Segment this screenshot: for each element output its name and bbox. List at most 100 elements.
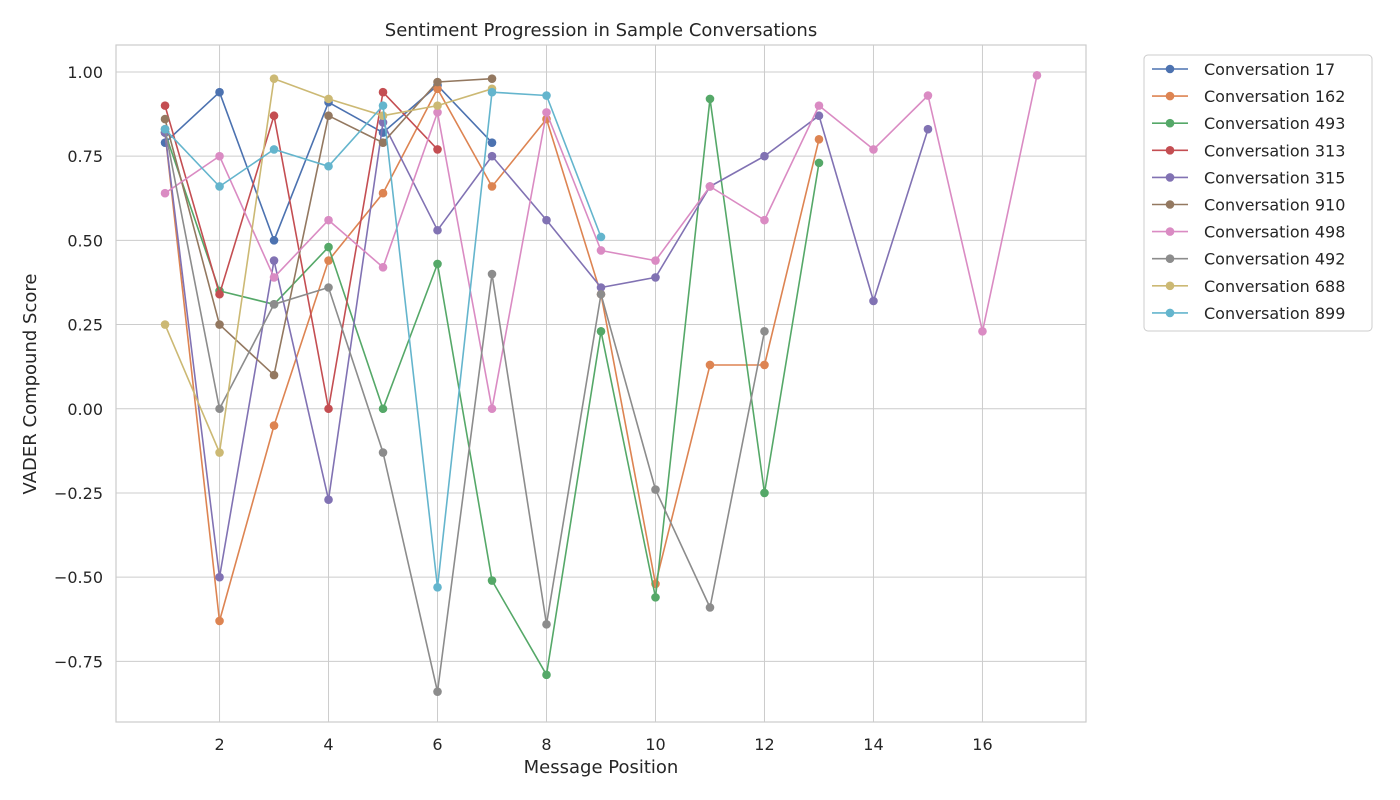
- data-point: [760, 151, 769, 161]
- legend-label: Conversation 17: [1204, 60, 1335, 79]
- series-8: [160, 74, 497, 457]
- series-3: [160, 87, 442, 414]
- data-point: [651, 273, 660, 282]
- legend-marker: [1165, 308, 1175, 318]
- data-point: [433, 77, 442, 87]
- data-point: [378, 188, 388, 198]
- series-line: [164, 129, 766, 693]
- legend-marker: [1165, 254, 1175, 263]
- data-point: [705, 360, 715, 370]
- data-point: [160, 320, 170, 329]
- data-point: [487, 269, 497, 279]
- data-point: [269, 300, 279, 309]
- legend-label: Conversation 162: [1204, 87, 1345, 106]
- data-point: [542, 215, 551, 225]
- data-point: [269, 421, 279, 430]
- legend-item: Conversation 899: [1152, 304, 1345, 323]
- data-point: [269, 370, 279, 380]
- data-point: [923, 91, 933, 100]
- data-point: [596, 326, 606, 336]
- plot-frame: [115, 44, 1087, 723]
- data-point: [269, 74, 279, 83]
- y-tick-labels: −0.75 −0.50 −0.25 0.00 0.25 0.50 0.75 1.00: [54, 63, 103, 671]
- data-point: [324, 215, 333, 225]
- data-point: [760, 360, 769, 370]
- data-point: [378, 262, 388, 272]
- data-point: [542, 108, 551, 117]
- data-point: [814, 135, 824, 144]
- data-point: [814, 101, 824, 110]
- data-point: [869, 145, 878, 154]
- data-point: [978, 326, 987, 336]
- legend-frame: [1143, 54, 1373, 332]
- data-point: [651, 256, 660, 265]
- data-point: [215, 448, 224, 457]
- data-point: [433, 84, 442, 94]
- data-point: [378, 87, 388, 97]
- data-point: [324, 242, 333, 252]
- legend-label: Conversation 313: [1204, 141, 1345, 160]
- data-point: [160, 188, 170, 198]
- series-9: [160, 87, 606, 592]
- y-axis-label: VADER Compound Score: [20, 274, 41, 495]
- data-point: [324, 256, 333, 265]
- legend-item: Conversation 17: [1152, 60, 1335, 79]
- legend-item: Conversation 688: [1152, 277, 1345, 296]
- data-point: [487, 576, 497, 585]
- y-tick-label: 0.75: [67, 147, 103, 166]
- data-point: [269, 111, 279, 121]
- data-point: [160, 124, 170, 134]
- data-point: [269, 273, 279, 282]
- data-point: [487, 138, 497, 147]
- data-point: [215, 289, 224, 299]
- series-line: [164, 91, 439, 410]
- series-7: [160, 124, 769, 696]
- data-point: [487, 182, 497, 191]
- legend-item: Conversation 162: [1152, 87, 1345, 106]
- data-point: [269, 256, 279, 265]
- x-tick-labels: 2 4 6 8 10 12 14 16: [214, 735, 992, 754]
- y-tick-label: 0.00: [67, 400, 103, 419]
- data-point: [814, 111, 824, 121]
- data-point: [651, 593, 660, 602]
- legend-label: Conversation 493: [1204, 114, 1345, 133]
- data-point: [378, 101, 388, 110]
- data-point: [760, 215, 769, 225]
- series-5: [160, 74, 497, 380]
- x-tick-label: 2: [214, 735, 224, 754]
- data-point: [487, 74, 497, 83]
- y-tick-label: −0.50: [54, 568, 103, 587]
- data-point: [160, 101, 170, 110]
- legend-item: Conversation 315: [1152, 168, 1345, 187]
- x-tick-label: 16: [972, 735, 992, 754]
- data-point: [487, 151, 497, 161]
- data-point: [378, 138, 388, 147]
- data-point: [324, 495, 333, 505]
- data-point: [705, 182, 715, 191]
- x-tick-label: 6: [432, 735, 442, 754]
- data-point: [760, 488, 769, 498]
- data-point: [433, 101, 442, 110]
- y-tick-label: 0.25: [67, 316, 103, 335]
- data-point: [651, 485, 660, 494]
- data-point: [269, 236, 279, 245]
- legend-item: Conversation 313: [1152, 141, 1345, 160]
- data-point: [433, 687, 442, 696]
- y-tick-label: −0.75: [54, 652, 103, 671]
- legend-item: Conversation 910: [1152, 196, 1345, 215]
- data-point: [324, 283, 333, 292]
- data-point: [542, 91, 551, 100]
- data-point: [487, 87, 497, 97]
- data-point: [596, 246, 606, 255]
- data-point: [433, 145, 442, 154]
- legend-marker: [1165, 200, 1175, 209]
- legend-marker: [1165, 173, 1175, 182]
- data-point: [705, 603, 715, 612]
- data-point: [487, 404, 497, 414]
- x-tick-label: 4: [323, 735, 333, 754]
- data-point: [378, 404, 388, 414]
- data-point: [596, 232, 606, 242]
- data-point: [269, 145, 279, 154]
- x-tick-label: 8: [541, 735, 551, 754]
